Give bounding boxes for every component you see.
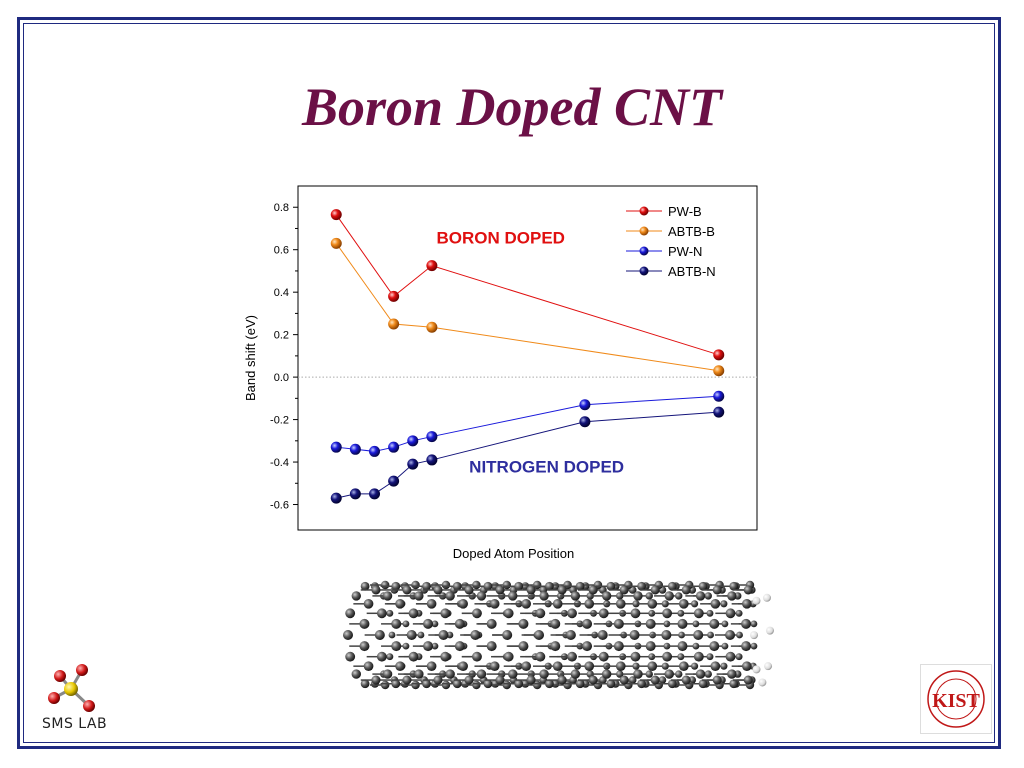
series-line-abtb-b <box>335 243 719 372</box>
data-point-abtb-b <box>713 365 725 377</box>
legend-label-abtb-b: ABTB-B <box>668 224 715 239</box>
data-point-pw-n <box>330 441 342 453</box>
data-point-pw-b <box>330 209 342 221</box>
data-point-abtb-b <box>330 237 342 249</box>
y-tick-label: 0.2 <box>274 330 289 342</box>
slide-title: Boron Doped CNT <box>301 77 723 137</box>
data-point-pw-n <box>426 431 438 443</box>
legend-marker-pw-n <box>639 246 649 256</box>
y-tick-label: 0.6 <box>274 245 289 257</box>
legend-marker-pw-b <box>639 206 649 216</box>
data-point-pw-b <box>713 349 725 361</box>
data-point-abtb-n <box>388 475 400 487</box>
y-tick-label: -0.2 <box>270 415 289 427</box>
x-axis-label: Doped Atom Position <box>453 546 574 561</box>
data-point-pw-b <box>426 260 438 272</box>
data-point-abtb-n <box>713 406 725 418</box>
sms-lab-logo-icon <box>48 664 95 712</box>
y-tick-label: -0.6 <box>270 500 289 512</box>
data-point-abtb-n <box>407 458 419 470</box>
y-tick-label: 0.0 <box>274 372 289 384</box>
data-point-abtb-n <box>369 488 380 500</box>
data-point-abtb-n <box>579 416 591 428</box>
data-point-pw-n <box>369 445 380 457</box>
data-point-abtb-b <box>426 321 438 333</box>
annotation-nitrogen-doped: NITROGEN DOPED <box>469 458 624 477</box>
legend-label-pw-b: PW-B <box>668 204 702 219</box>
data-point-pw-n <box>388 441 400 453</box>
sms-lab-label: SMS LAB <box>42 716 108 732</box>
legend-label-pw-n: PW-N <box>668 244 702 259</box>
data-point-pw-n <box>407 435 419 447</box>
plot-area-frame <box>297 185 758 531</box>
annotation-boron-doped: BORON DOPED <box>436 228 564 247</box>
data-point-pw-n <box>579 399 591 411</box>
data-point-abtb-n <box>426 454 438 466</box>
data-point-abtb-b <box>388 318 400 330</box>
y-tick-label: -0.4 <box>270 457 289 469</box>
data-point-pw-b <box>388 290 400 302</box>
carbon-nanotube-image <box>343 580 774 690</box>
y-axis-label: Band shift (eV) <box>243 315 258 401</box>
data-point-abtb-n <box>330 492 342 504</box>
slide-frame-outer <box>17 17 1001 749</box>
y-tick-label: 0.8 <box>274 202 289 214</box>
y-tick-label: 0.4 <box>274 287 289 299</box>
kist-logo-icon: KIST <box>920 664 992 734</box>
legend-label-abtb-n: ABTB-N <box>668 264 716 279</box>
legend-marker-abtb-b <box>639 226 649 236</box>
legend-marker-abtb-n <box>639 266 649 276</box>
data-point-pw-n <box>713 390 725 402</box>
slide-frame-inner <box>23 23 995 743</box>
series-line-pw-b <box>335 214 719 356</box>
data-point-pw-n <box>349 443 361 455</box>
data-point-abtb-n <box>349 488 361 500</box>
kist-logo-text: KIST <box>932 690 980 712</box>
